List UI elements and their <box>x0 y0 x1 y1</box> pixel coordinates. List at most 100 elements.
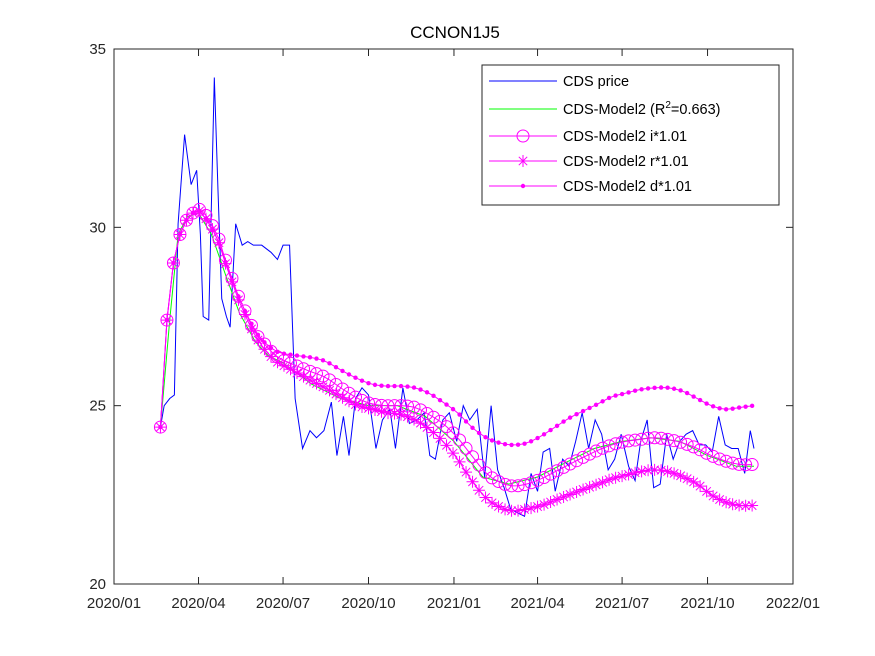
circle-marker <box>654 431 668 445</box>
dot-marker <box>541 432 547 437</box>
dot-marker <box>398 383 404 389</box>
circle-marker <box>641 431 655 445</box>
dot-marker <box>736 405 742 410</box>
circle-marker <box>693 443 707 457</box>
dot-marker <box>197 208 202 214</box>
star-marker <box>277 359 290 372</box>
axes-layer: 20 25 30 35 2020/01 2020/04 2020/07 2020/10 2021… <box>87 41 820 612</box>
star-marker <box>629 466 642 479</box>
legend-entry-model2-i: CDS-Model2 i*1.01 <box>489 129 687 145</box>
star-marker <box>707 489 720 502</box>
circle-marker <box>485 471 499 485</box>
circle-marker <box>667 434 681 448</box>
series-layer <box>153 77 759 517</box>
star-marker <box>661 465 674 478</box>
circle-marker <box>732 457 746 471</box>
star-marker <box>369 403 382 416</box>
star-marker <box>648 463 661 476</box>
legend: CDS price CDS-Model2 (R2=0.663) CDS-Mode… <box>481 64 780 206</box>
circle-marker <box>466 450 480 464</box>
dot-marker <box>717 406 722 411</box>
dot-marker <box>444 402 449 407</box>
dot-marker <box>723 407 729 412</box>
star-marker <box>290 367 303 380</box>
circle-marker <box>700 446 714 460</box>
dot-marker <box>327 361 332 366</box>
dot-marker <box>333 365 339 370</box>
circle-marker <box>459 441 473 455</box>
star-marker <box>316 380 329 393</box>
dot-marker <box>489 438 495 443</box>
circle-marker <box>563 457 577 471</box>
dot-marker <box>671 386 677 391</box>
y-tick-label: 30 <box>89 219 106 236</box>
legend-entry-cds-model2: CDS-Model2 (R2=0.663) <box>489 100 721 118</box>
dot-marker <box>366 380 371 386</box>
circle-marker <box>453 433 467 447</box>
circle-marker <box>726 456 740 470</box>
legend-dot-marker <box>520 183 526 189</box>
dot-marker <box>437 397 443 403</box>
circle-marker <box>622 434 636 448</box>
legend-label: CDS-Model2 (R2=0.663) <box>563 100 721 118</box>
dot-marker <box>606 395 612 401</box>
y-tick-label: 25 <box>89 398 106 415</box>
circle-marker <box>648 431 662 445</box>
star-marker <box>258 343 271 356</box>
series-line <box>159 208 753 487</box>
dot-marker <box>470 425 475 431</box>
dot-marker <box>645 386 651 391</box>
circle-marker <box>427 410 441 424</box>
dot-marker <box>528 439 534 444</box>
circle-marker <box>433 414 447 428</box>
dot-marker <box>522 441 527 446</box>
star-marker <box>570 485 583 498</box>
dot-marker <box>658 385 664 390</box>
dot-marker <box>320 358 326 363</box>
dot-marker <box>405 384 410 389</box>
dot-marker <box>502 442 508 447</box>
dot-marker <box>229 277 235 283</box>
star-marker <box>473 484 486 497</box>
dot-marker <box>418 387 423 392</box>
dot-marker <box>372 382 378 388</box>
legend-label: CDS-Model2 d*1.01 <box>563 179 692 195</box>
circle-marker <box>420 407 434 421</box>
legend-entry-cds-price: CDS price <box>489 74 629 90</box>
dot-marker <box>613 393 618 398</box>
dot-marker <box>554 423 560 429</box>
dot-marker <box>548 427 553 433</box>
star-marker <box>382 407 395 420</box>
x-tick-label: 2021/10 <box>680 595 734 612</box>
dot-marker <box>691 394 696 399</box>
star-marker <box>668 467 681 480</box>
star-marker <box>720 496 733 509</box>
dot-marker <box>567 415 573 420</box>
star-marker <box>635 465 648 478</box>
star-marker <box>687 475 700 488</box>
star-marker <box>362 402 375 415</box>
legend-label-suffix: =0.663) <box>671 102 721 118</box>
series-0 <box>159 77 755 517</box>
star-marker <box>622 468 635 481</box>
star-marker <box>713 493 726 506</box>
y-tick-label: 20 <box>89 576 106 593</box>
dot-marker <box>476 430 482 436</box>
x-tick-label: 2021/04 <box>510 595 564 612</box>
star-marker <box>284 363 297 376</box>
circle-marker <box>628 433 642 447</box>
circle-marker <box>472 458 486 472</box>
star-marker <box>746 499 759 512</box>
x-tick-label: 2021/07 <box>595 595 649 612</box>
circle-marker <box>511 479 525 493</box>
x-tick-label: 2020/07 <box>256 595 310 612</box>
chart-title: CCNON1J5 <box>410 23 500 42</box>
dot-marker <box>255 332 261 337</box>
dot-marker <box>411 385 417 390</box>
dot-marker <box>288 352 293 357</box>
circle-marker <box>570 454 584 468</box>
dot-marker <box>678 388 683 393</box>
legend-label-superscript: 2 <box>665 100 671 111</box>
legend-box <box>481 64 780 206</box>
